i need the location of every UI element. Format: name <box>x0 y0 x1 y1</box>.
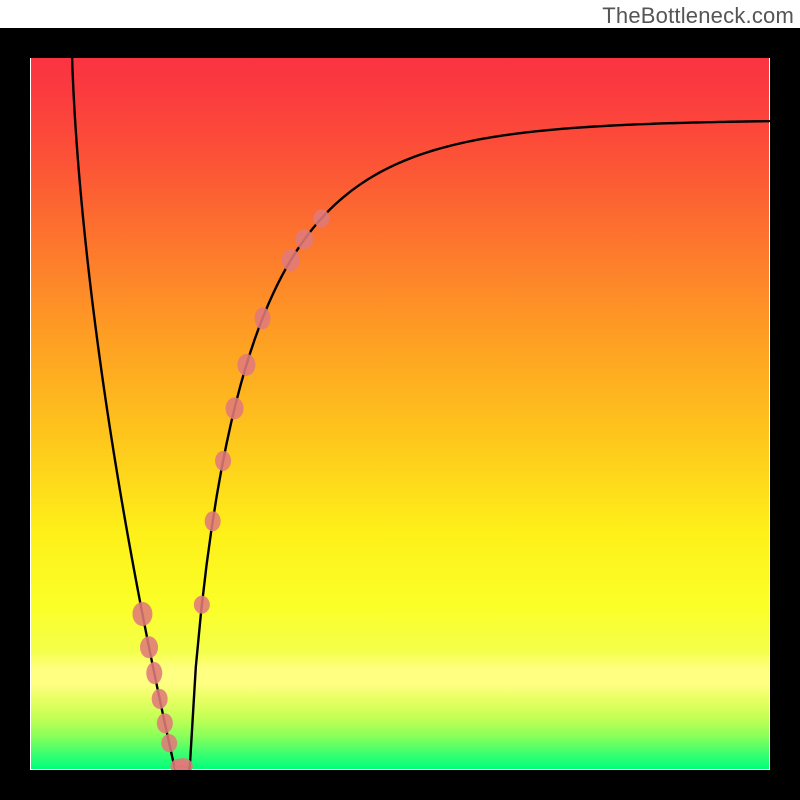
frame-right <box>770 0 800 800</box>
bottleneck-plot <box>0 0 800 800</box>
marker-dot <box>146 662 162 684</box>
marker-dot <box>157 713 173 733</box>
marker-dot <box>237 354 255 376</box>
chart-container: TheBottleneck.com <box>0 0 800 800</box>
marker-dot <box>295 229 313 249</box>
marker-dot <box>255 307 271 329</box>
marker-dot <box>215 451 231 471</box>
frame-top-redraw <box>0 28 800 58</box>
frame-bottom <box>0 770 800 800</box>
marker-dot <box>161 734 177 752</box>
marker-dot <box>194 596 210 614</box>
frame-left <box>0 0 30 800</box>
marker-dot <box>226 397 244 419</box>
gradient-background <box>31 31 769 769</box>
marker-dot <box>132 602 152 626</box>
marker-dot <box>152 689 168 709</box>
marker-dot <box>282 249 300 271</box>
marker-dot <box>205 511 221 531</box>
marker-dot <box>140 636 158 658</box>
watermark-text: TheBottleneck.com <box>602 3 794 29</box>
marker-dot <box>313 209 329 227</box>
